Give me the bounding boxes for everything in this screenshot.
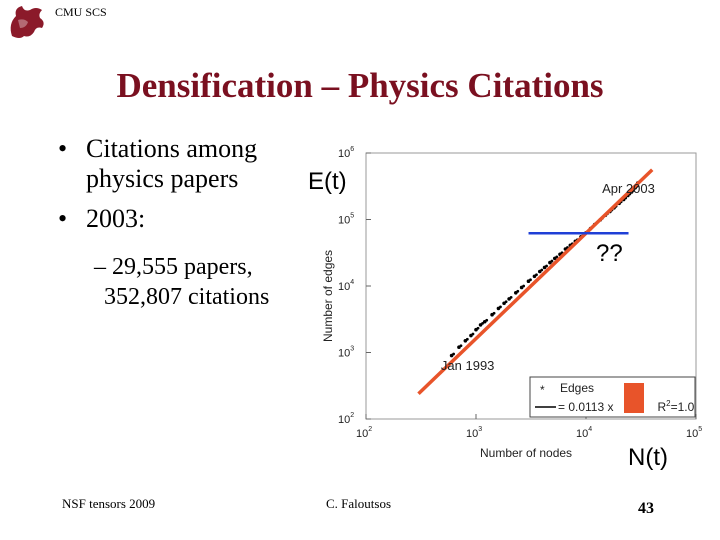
bullet-line: physics papers (86, 164, 239, 193)
y-tick-label: 106 (338, 146, 354, 160)
y-tick-label: 102 (338, 412, 354, 426)
data-point (545, 264, 548, 268)
footer-event: NSF tensors 2009 (62, 496, 156, 511)
annotation-apr-2003: Apr 2003 (602, 181, 655, 196)
data-point (516, 289, 520, 293)
sub-bullet-counts: – 29,555 papers, 352,807 citations (94, 252, 269, 312)
data-point (509, 295, 513, 299)
bullet-line: Citations among (86, 134, 258, 163)
x-tick-label: 103 (466, 426, 482, 440)
x-tick-label: 102 (356, 426, 372, 440)
data-point (485, 318, 489, 322)
x-tick-label: 105 (686, 426, 702, 440)
y-tick-label: 104 (338, 279, 354, 293)
y-axis-title: Number of edges (321, 250, 335, 342)
legend-box (529, 376, 696, 418)
dragon-logo-icon (4, 2, 48, 42)
data-point (492, 311, 496, 315)
data-point (471, 332, 475, 336)
y-tick-label: 103 (338, 346, 354, 360)
sub-bullet-line: – 29,555 papers, (94, 254, 253, 280)
data-point (522, 284, 526, 288)
footer-author: C. Faloutsos (326, 496, 392, 511)
x-tick-label: 104 (576, 426, 592, 440)
data-point (476, 326, 480, 330)
data-point (452, 352, 455, 356)
bullet-glyph: • (58, 204, 68, 233)
data-point (550, 259, 554, 263)
data-point (529, 278, 532, 282)
label-nodes-of-time: N(t) (628, 444, 668, 471)
page-number: 43 (638, 500, 654, 517)
header-label: CMU SCS (55, 5, 107, 19)
legend-entry-edges: Edges (560, 381, 594, 395)
data-point (459, 344, 463, 348)
bullet-line: 2003: (86, 204, 146, 233)
bullet-glyph: • (58, 134, 68, 163)
legend-entry-fit: = 0.0113 x R2=1.0 (558, 399, 695, 414)
label-edges-of-time: E(t) (308, 168, 347, 195)
data-point (540, 268, 544, 272)
fit-line (417, 168, 654, 395)
x-axis-title: Number of nodes (480, 446, 572, 460)
data-point (535, 273, 538, 277)
sub-bullet-line: 352,807 citations (104, 284, 270, 310)
annotation-jan-1993: Jan 1993 (441, 358, 495, 373)
bullet-year: • 2003: (58, 204, 146, 234)
bullet-citations: • Citations among physics papers (58, 134, 258, 194)
highlight-box (624, 383, 644, 413)
data-point (499, 305, 502, 309)
legend: * Edges = 0.0113 x R2=1.0 (529, 376, 696, 418)
data-point (504, 300, 508, 304)
slide-title: Densification – Physics Citations (116, 66, 604, 105)
data-point (555, 255, 559, 259)
label-question: ?? (596, 240, 623, 267)
data-point (465, 337, 469, 341)
legend-marker-edges: * (540, 383, 545, 397)
y-tick-label: 105 (338, 213, 354, 227)
